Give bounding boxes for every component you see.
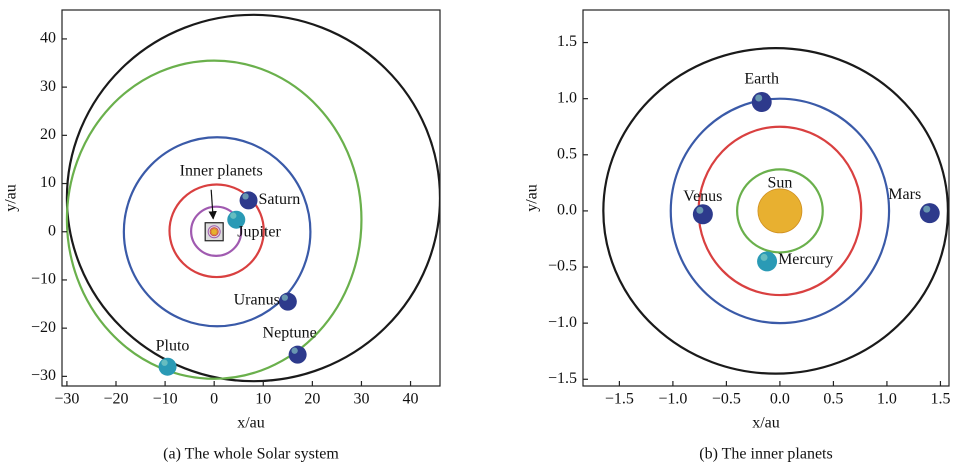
y-tick-label: −0.5 xyxy=(548,258,577,275)
y-axis-label: y/au xyxy=(3,184,20,212)
planet-highlight xyxy=(696,206,704,214)
x-tick-label: 30 xyxy=(353,391,369,408)
axes-frame xyxy=(582,9,950,387)
planet-highlight xyxy=(161,359,168,366)
caption: (a) The whole Solar system xyxy=(163,446,339,463)
orbit xyxy=(168,183,265,279)
x-tick-label: −1.5 xyxy=(605,391,634,408)
y-tick-label: 0.5 xyxy=(557,145,577,162)
x-tick-label: 0.5 xyxy=(823,391,843,408)
x-tick-label: 20 xyxy=(304,391,320,408)
planet-highlight xyxy=(281,294,288,301)
y-tick-label: 40 xyxy=(40,30,56,47)
x-tick-label: −1.0 xyxy=(658,391,687,408)
planet-highlight xyxy=(242,193,249,200)
y-tick-label: −1.0 xyxy=(548,314,577,331)
y-axis-label: y/au xyxy=(524,184,541,212)
x-axis-label: x/au xyxy=(752,415,780,432)
x-tick-label: 0.0 xyxy=(770,391,790,408)
caption: (b) The inner planets xyxy=(699,446,832,463)
y-tick-label: −1.5 xyxy=(548,370,577,387)
planet-highlight xyxy=(755,94,763,102)
planet xyxy=(757,251,778,272)
orbit xyxy=(65,59,363,380)
x-axis-label: x/au xyxy=(237,415,265,432)
planet xyxy=(278,292,297,311)
y-tick-label: −10 xyxy=(31,271,56,288)
planet-label: Pluto xyxy=(156,337,190,354)
planet-label: Jupiter xyxy=(237,223,281,240)
y-tick-label: 10 xyxy=(40,174,56,191)
x-tick-label: −30 xyxy=(54,391,79,408)
x-tick-label: 10 xyxy=(255,391,271,408)
x-tick-label: 1.5 xyxy=(930,391,950,408)
inner-orbit xyxy=(207,225,221,239)
sun xyxy=(757,188,803,234)
y-tick-label: 0 xyxy=(48,222,56,239)
x-tick-label: −10 xyxy=(153,391,178,408)
annotation-arrow xyxy=(208,189,217,220)
x-tick-label: 40 xyxy=(403,391,419,408)
y-tick-label: 0.0 xyxy=(557,202,577,219)
annotation: Inner planets xyxy=(180,162,263,179)
planet-highlight xyxy=(760,253,768,261)
y-tick-label: 1.5 xyxy=(557,33,577,50)
planet-label: Saturn xyxy=(259,191,301,208)
planet xyxy=(288,345,307,364)
y-tick-label: −30 xyxy=(31,367,56,384)
orbit xyxy=(736,168,824,254)
planet xyxy=(239,191,258,210)
planet-label: Venus xyxy=(683,188,722,205)
sun-label: Sun xyxy=(767,175,792,192)
orbit xyxy=(122,136,312,328)
orbit xyxy=(190,205,243,257)
orbit xyxy=(602,47,949,375)
x-tick-label: 0 xyxy=(210,391,218,408)
orbit xyxy=(65,13,440,383)
planet-label: Uranus xyxy=(234,291,280,308)
axes-frame xyxy=(61,9,441,387)
planet-label: Mercury xyxy=(778,251,833,268)
planet-label: Neptune xyxy=(263,324,317,341)
y-tick-label: 1.0 xyxy=(557,89,577,106)
planet xyxy=(919,203,940,224)
y-tick-label: −20 xyxy=(31,319,56,336)
planet xyxy=(158,357,177,376)
planet-label: Earth xyxy=(744,71,779,88)
y-tick-label: 30 xyxy=(40,78,56,95)
planet-highlight xyxy=(923,205,931,213)
planet xyxy=(692,204,713,225)
sun xyxy=(210,228,218,236)
planet-label: Mars xyxy=(888,186,921,203)
planet-highlight xyxy=(291,347,298,354)
orbit xyxy=(669,97,891,325)
x-tick-label: −20 xyxy=(103,391,128,408)
x-tick-label: −0.5 xyxy=(712,391,741,408)
planet-highlight xyxy=(230,212,237,219)
y-tick-label: 20 xyxy=(40,126,56,143)
inner-orbit xyxy=(209,227,219,237)
planet xyxy=(751,92,772,113)
x-tick-label: 1.0 xyxy=(877,391,897,408)
